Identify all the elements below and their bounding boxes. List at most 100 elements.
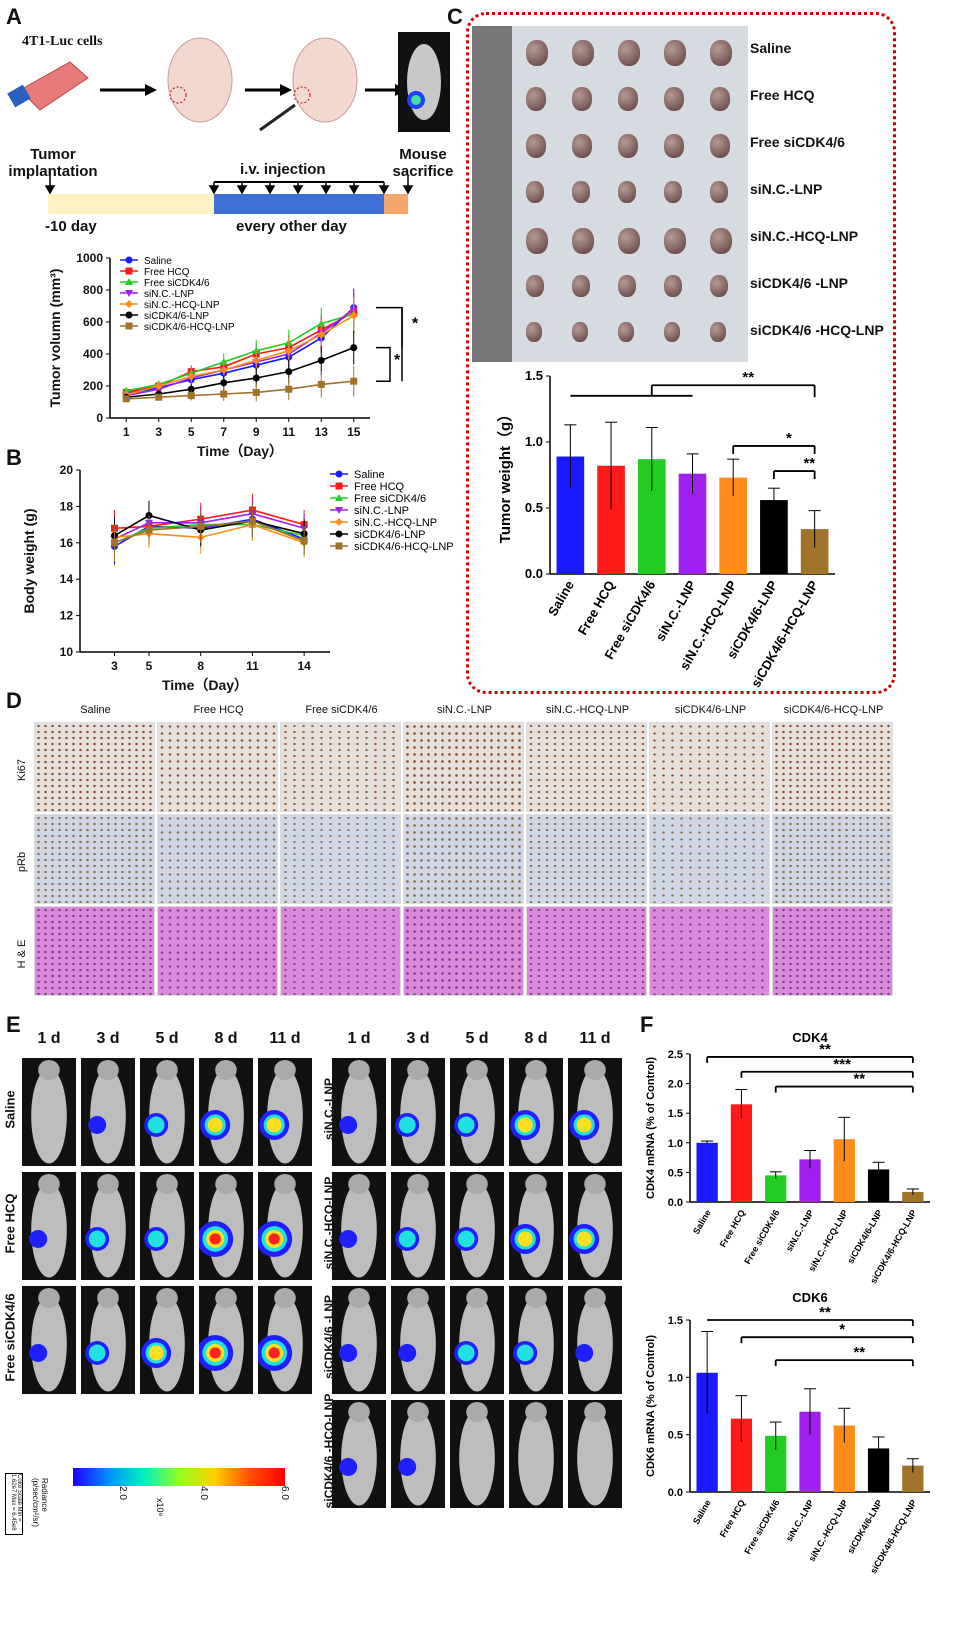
sig-star: *** bbox=[833, 1056, 851, 1073]
category-label: Free HCQ bbox=[575, 578, 618, 637]
signal-mid bbox=[457, 1230, 475, 1248]
mouse-image bbox=[140, 1058, 194, 1166]
histology-image bbox=[649, 814, 770, 904]
legend-marker bbox=[125, 278, 133, 285]
imaging-day-label: 3 d bbox=[96, 1030, 120, 1047]
tumor-specimen bbox=[572, 40, 594, 66]
tumor-photo-labels: Saline Free HCQ Free siCDK4/6 siN.C.-LNP siN… bbox=[750, 26, 895, 362]
iv-injection-label: i.v. injection bbox=[240, 161, 326, 178]
mouse-image bbox=[199, 1172, 253, 1280]
signal-core bbox=[209, 1233, 221, 1245]
histology-column-label: siN.C.-LNP bbox=[436, 704, 492, 716]
y-tick-label: 200 bbox=[83, 379, 103, 393]
imaging-row-label: Free HCQ bbox=[2, 1193, 18, 1254]
histology-image bbox=[526, 906, 647, 996]
mouse-head bbox=[584, 1060, 606, 1080]
cells-label: 4T1-Luc cells bbox=[22, 34, 103, 49]
legend-marker bbox=[125, 267, 133, 275]
signal-mid bbox=[147, 1116, 165, 1134]
y-axis-title: Tumor volumn (mm³) bbox=[47, 269, 63, 408]
mouse-image bbox=[22, 1172, 76, 1280]
mouse-head bbox=[584, 1402, 606, 1422]
colorbar-title: Radiance (p/sec/cm²/sr) bbox=[31, 1478, 49, 1527]
colorbar bbox=[73, 1468, 285, 1486]
legend-marker bbox=[125, 290, 133, 297]
chart-title: CDK4 bbox=[792, 1030, 828, 1045]
mouse-head bbox=[525, 1402, 547, 1422]
legend-marker bbox=[335, 494, 343, 501]
signal-inner bbox=[148, 1345, 164, 1361]
data-point bbox=[300, 537, 308, 545]
mouse-head bbox=[407, 1060, 429, 1080]
timeline-sacrifice bbox=[384, 194, 408, 214]
imaging-day-label: 11 d bbox=[579, 1030, 611, 1047]
category-label: Saline bbox=[691, 1208, 713, 1236]
tumor-specimen bbox=[572, 181, 590, 203]
y-tick-label: 400 bbox=[83, 347, 103, 361]
mouse-image bbox=[391, 1172, 445, 1280]
data-point bbox=[187, 385, 195, 393]
mouse-icon bbox=[259, 37, 358, 132]
imaging-left: 1 d 3 d 5 d 8 d 11 d Saline Free HCQ Free siCDK… bbox=[0, 1030, 320, 1420]
x-tick-label: 1 bbox=[123, 425, 130, 439]
mouse-body bbox=[400, 1296, 436, 1392]
tumor-specimen bbox=[664, 40, 686, 66]
y-tick-label: 1000 bbox=[76, 251, 103, 265]
mouse-head bbox=[466, 1060, 488, 1080]
histology-image bbox=[157, 906, 278, 996]
signal-inner bbox=[576, 1117, 592, 1133]
signal-mid bbox=[516, 1344, 534, 1362]
mouse-body bbox=[518, 1410, 554, 1506]
tumor-specimen bbox=[526, 40, 548, 66]
mouse-head bbox=[156, 1174, 178, 1194]
legend-label: siN.C.-HCQ-LNP bbox=[354, 517, 437, 529]
data-point bbox=[122, 386, 131, 394]
histology-image bbox=[280, 814, 401, 904]
color-scale: Color Scale Min = 1.62e7 Max = 6.45e8 2.… bbox=[5, 1468, 295, 1538]
y-tick-label: 0 bbox=[96, 411, 103, 425]
mouse-head bbox=[215, 1060, 237, 1080]
legend-marker bbox=[335, 530, 343, 538]
bioluminescence-thumbnail-icon bbox=[398, 32, 450, 132]
mouse-image bbox=[450, 1400, 504, 1508]
histology-image bbox=[526, 722, 647, 812]
mouse-image bbox=[258, 1058, 312, 1166]
y-tick-label: 1.5 bbox=[668, 1315, 683, 1327]
data-point bbox=[220, 379, 228, 387]
sig-star: ** bbox=[819, 1304, 831, 1321]
histology-column-label: siN.C.-HCQ-LNP bbox=[545, 704, 630, 716]
category-label: siN.C.-HCQ-LNP bbox=[807, 1498, 850, 1563]
histology-image bbox=[157, 814, 278, 904]
mouse-body bbox=[341, 1296, 377, 1392]
legend-label: siCDK4/6-HCQ-LNP bbox=[144, 322, 235, 333]
mouse-image bbox=[332, 1400, 386, 1508]
y-tick-label: 0.0 bbox=[525, 566, 543, 581]
y-tick-label: 2.5 bbox=[668, 1049, 683, 1061]
data-point bbox=[284, 346, 293, 355]
data-point bbox=[219, 358, 228, 365]
signal-mid bbox=[457, 1344, 475, 1362]
panel-label-a: A bbox=[6, 4, 22, 29]
mouse-head bbox=[525, 1174, 547, 1194]
bar bbox=[799, 1159, 821, 1202]
data-point bbox=[145, 526, 153, 534]
histology-row-label: pRb bbox=[16, 851, 28, 873]
mouse-body bbox=[518, 1296, 554, 1392]
mouse-image bbox=[450, 1172, 504, 1280]
histology-image bbox=[526, 814, 647, 904]
legend-marker bbox=[335, 470, 343, 478]
series-line bbox=[126, 314, 355, 396]
data-point bbox=[252, 388, 260, 396]
panel-label-d: D bbox=[6, 688, 22, 713]
tumor-specimen bbox=[710, 134, 730, 158]
signal-core bbox=[268, 1347, 280, 1359]
histology-image bbox=[403, 906, 524, 996]
y-tick-label: 800 bbox=[83, 283, 103, 297]
injection-arrows bbox=[44, 170, 414, 195]
tumor-specimen bbox=[664, 134, 684, 158]
mouse-body bbox=[577, 1296, 613, 1392]
mouse-body bbox=[400, 1410, 436, 1506]
legend-label: siCDK4/6-LNP bbox=[354, 529, 426, 541]
mouse-head bbox=[584, 1174, 606, 1194]
